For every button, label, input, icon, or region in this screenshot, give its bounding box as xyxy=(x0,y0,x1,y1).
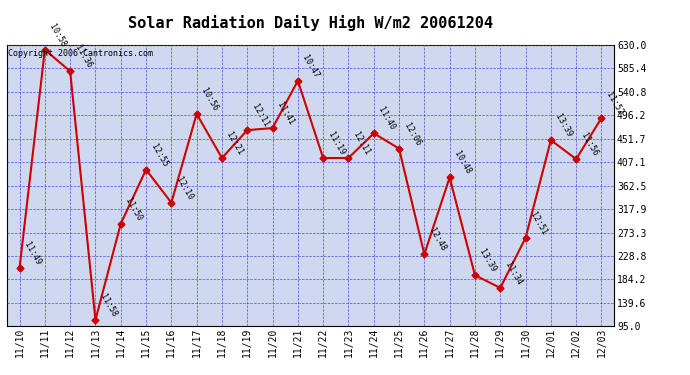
Text: 12:11: 12:11 xyxy=(351,130,371,157)
Text: Solar Radiation Daily High W/m2 20061204: Solar Radiation Daily High W/m2 20061204 xyxy=(128,15,493,31)
Text: Copyright 2006 Cantronics.com: Copyright 2006 Cantronics.com xyxy=(8,49,153,58)
Text: 11:56: 11:56 xyxy=(579,132,599,158)
Text: 11:49: 11:49 xyxy=(22,240,43,267)
Text: 11:50: 11:50 xyxy=(124,196,144,222)
Text: 10:47: 10:47 xyxy=(301,53,321,80)
Text: 12:51: 12:51 xyxy=(529,210,549,237)
Text: 10:56: 10:56 xyxy=(199,86,219,112)
Text: 11:52: 11:52 xyxy=(604,90,624,117)
Text: 11:41: 11:41 xyxy=(275,100,295,127)
Text: 12:55: 12:55 xyxy=(149,142,169,168)
Text: 11:40: 11:40 xyxy=(377,106,397,132)
Text: 10:58: 10:58 xyxy=(48,22,68,48)
Text: 11:19: 11:19 xyxy=(326,130,346,157)
Text: 11:36: 11:36 xyxy=(73,44,93,70)
Text: 12:11: 12:11 xyxy=(250,103,270,129)
Text: 13:39: 13:39 xyxy=(477,248,498,274)
Text: 10:48: 10:48 xyxy=(453,150,473,176)
Text: 13:39: 13:39 xyxy=(553,112,574,139)
Text: 11:58: 11:58 xyxy=(98,292,119,318)
Text: 12:10: 12:10 xyxy=(174,175,195,201)
Text: 11:34: 11:34 xyxy=(503,260,523,286)
Text: 12:48: 12:48 xyxy=(427,227,447,253)
Text: 12:21: 12:21 xyxy=(225,130,245,157)
Text: 12:06: 12:06 xyxy=(402,121,422,147)
